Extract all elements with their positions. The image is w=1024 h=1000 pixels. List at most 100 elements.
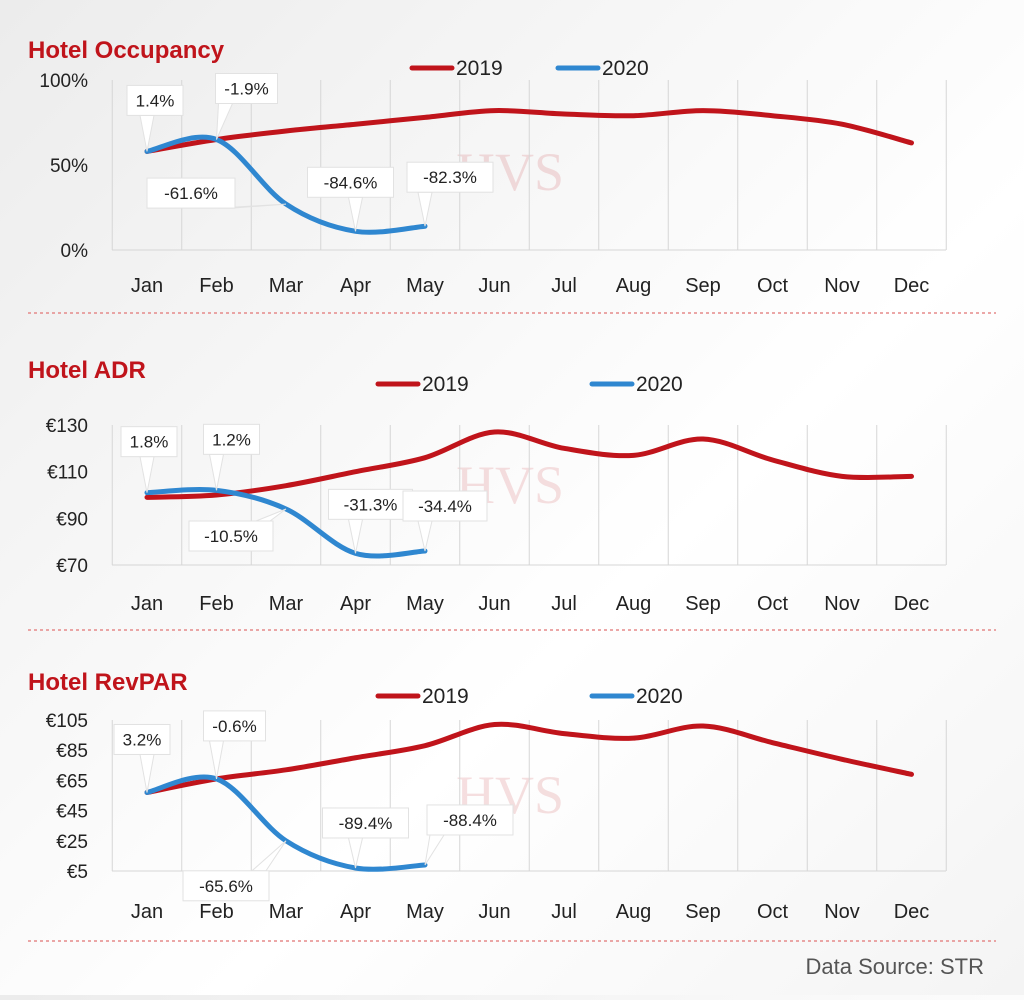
annotation: -88.4% bbox=[424, 804, 514, 866]
series-line-2019 bbox=[144, 721, 914, 795]
annotation-label: -84.6% bbox=[324, 173, 378, 192]
x-tick-label: Aug bbox=[616, 593, 652, 615]
x-tick-label: Dec bbox=[894, 901, 930, 923]
y-tick-label: 0% bbox=[61, 241, 89, 262]
data-source-note: Data Source: STR bbox=[805, 954, 984, 979]
x-tick-label: Jun bbox=[478, 901, 510, 923]
annotation: -89.4% bbox=[322, 807, 409, 869]
y-tick-label: €110 bbox=[47, 463, 88, 484]
x-tick-label: Jan bbox=[131, 275, 163, 297]
annotation-box bbox=[188, 520, 274, 552]
annotation: -84.6% bbox=[307, 166, 394, 232]
x-tick-label: Jul bbox=[551, 275, 577, 297]
annotation-label: 3.2% bbox=[123, 730, 162, 749]
annotation-box bbox=[215, 73, 278, 104]
legend-label-2019: 2019 bbox=[422, 373, 469, 396]
x-tick-label: Jan bbox=[131, 593, 163, 615]
annotation: 1.4% bbox=[126, 84, 184, 152]
annotation: -1.9% bbox=[215, 73, 278, 140]
x-tick-label: Oct bbox=[757, 275, 789, 297]
chart-title: Hotel ADR bbox=[28, 357, 146, 384]
annotation-label: -82.3% bbox=[423, 168, 477, 187]
legend-label-2020: 2020 bbox=[602, 57, 649, 80]
legend-label-2019: 2019 bbox=[456, 57, 503, 80]
annotation-pointer bbox=[208, 740, 225, 779]
annotation: -65.6% bbox=[182, 840, 287, 902]
y-tick-label: €90 bbox=[56, 509, 88, 530]
x-tick-label: Jan bbox=[131, 901, 163, 923]
annotation: -82.3% bbox=[406, 161, 494, 227]
y-tick-label: €130 bbox=[46, 416, 88, 437]
annotation: -10.5% bbox=[188, 508, 287, 552]
annotation-box bbox=[126, 84, 184, 116]
annotation-box bbox=[328, 488, 413, 520]
annotation: -31.3% bbox=[328, 488, 413, 554]
x-tick-label: Sep bbox=[685, 275, 721, 297]
y-tick-label: €85 bbox=[56, 741, 88, 762]
annotation-box bbox=[402, 490, 488, 522]
annotation-label: -0.6% bbox=[212, 717, 256, 736]
x-tick-label: Feb bbox=[199, 275, 233, 297]
annotation: 3.2% bbox=[113, 723, 171, 793]
y-tick-label: 50% bbox=[50, 156, 88, 177]
annotation-box bbox=[146, 177, 236, 209]
annotation-label: -1.9% bbox=[224, 80, 268, 99]
annotation-box bbox=[307, 166, 394, 198]
x-tick-label: Mar bbox=[269, 275, 304, 297]
x-tick-label: Oct bbox=[757, 901, 789, 923]
annotation-pointer bbox=[424, 834, 445, 866]
y-tick-label: €5 bbox=[67, 862, 88, 883]
x-tick-label: May bbox=[406, 593, 444, 615]
x-tick-label: Sep bbox=[685, 901, 721, 923]
chart-title: Hotel Occupancy bbox=[28, 37, 225, 64]
annotation-label: -31.3% bbox=[344, 495, 398, 514]
annotation-pointer bbox=[347, 518, 364, 554]
annotation-pointer bbox=[417, 191, 433, 227]
annotation-pointer bbox=[216, 103, 234, 140]
annotation-label: -34.4% bbox=[418, 497, 472, 516]
x-tick-label: Jun bbox=[478, 275, 510, 297]
annotation: -61.6% bbox=[146, 177, 287, 209]
x-tick-label: Aug bbox=[616, 275, 652, 297]
annotation-label: -65.6% bbox=[199, 877, 253, 896]
annotation-label: 1.4% bbox=[136, 91, 175, 110]
x-tick-label: Apr bbox=[340, 593, 371, 615]
x-tick-label: Jul bbox=[551, 593, 577, 615]
x-tick-label: Apr bbox=[340, 275, 371, 297]
x-tick-label: Feb bbox=[199, 901, 233, 923]
annotation-pointer bbox=[208, 453, 225, 491]
series-line-2019 bbox=[144, 429, 914, 500]
x-tick-label: Sep bbox=[685, 593, 721, 615]
annotation-box bbox=[120, 426, 178, 458]
chart-title: Hotel RevPAR bbox=[28, 669, 188, 696]
x-tick-label: Oct bbox=[757, 593, 789, 615]
annotation-pointer bbox=[139, 456, 155, 493]
annotation-pointer bbox=[139, 114, 155, 152]
legend-label-2020: 2020 bbox=[636, 373, 683, 396]
annotation: 1.8% bbox=[120, 426, 178, 493]
x-tick-label: Aug bbox=[616, 901, 652, 923]
annotation-pointer bbox=[347, 837, 364, 869]
x-tick-label: Mar bbox=[269, 593, 304, 615]
x-tick-label: Mar bbox=[269, 901, 304, 923]
annotation-box bbox=[113, 723, 171, 755]
y-tick-label: €45 bbox=[56, 802, 88, 823]
x-tick-label: May bbox=[406, 275, 444, 297]
x-tick-label: May bbox=[406, 901, 444, 923]
annotation-box bbox=[406, 161, 494, 193]
annotation-label: -88.4% bbox=[443, 811, 497, 830]
x-tick-label: Feb bbox=[199, 593, 233, 615]
x-tick-label: Dec bbox=[894, 593, 930, 615]
y-tick-label: €70 bbox=[56, 556, 88, 577]
annotation-label: 1.2% bbox=[212, 430, 251, 449]
annotation-box bbox=[182, 870, 270, 902]
x-tick-label: Apr bbox=[340, 901, 371, 923]
annotation-label: -10.5% bbox=[204, 527, 258, 546]
x-tick-label: Nov bbox=[824, 901, 860, 923]
annotation: 1.2% bbox=[203, 423, 260, 491]
annotation-box bbox=[203, 423, 260, 455]
